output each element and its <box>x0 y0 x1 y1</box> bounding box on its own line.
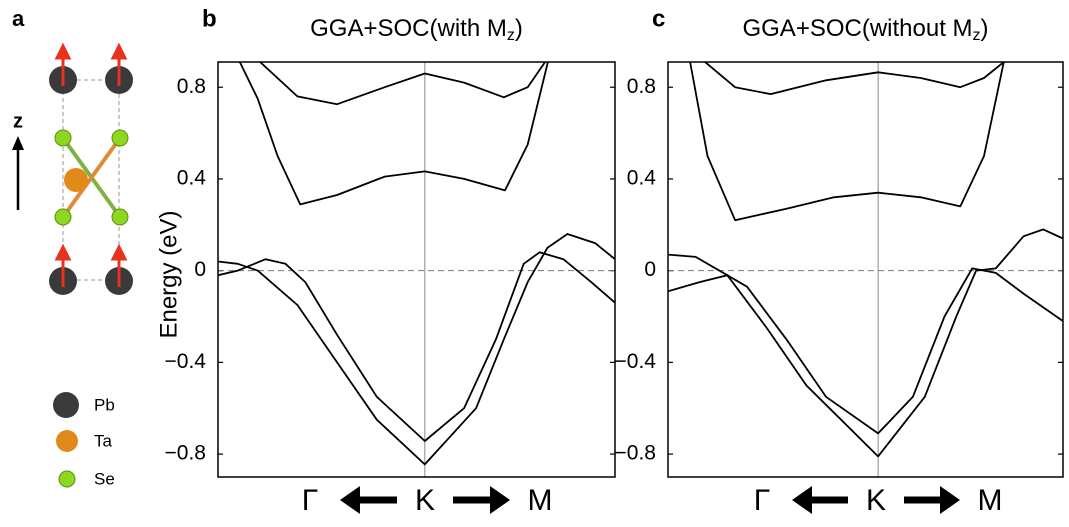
band <box>704 62 1005 95</box>
plot-frame <box>217 61 616 478</box>
cell-box <box>62 79 120 281</box>
y-axis-label: Energy (eV) <box>155 210 182 338</box>
plot-frame <box>667 61 1064 478</box>
y-tick-label: −0.4 <box>615 350 657 373</box>
panel-label: c <box>652 5 665 32</box>
x-path-label: Γ <box>754 484 771 517</box>
band <box>218 251 615 442</box>
path-arrow-head <box>340 486 360 514</box>
y-tick-label: 0.8 <box>627 75 656 98</box>
title-text: GGA+SOC(without M <box>742 15 972 42</box>
legend-label: Se <box>94 469 115 488</box>
x-path-label: Γ <box>302 484 319 517</box>
y-tick-label: −0.8 <box>615 442 656 465</box>
bond <box>61 136 122 219</box>
title-subscript: z <box>507 27 515 44</box>
band <box>259 62 546 106</box>
z-arrow-head <box>12 136 24 150</box>
se-atoms <box>54 129 129 226</box>
axis-label: z <box>13 110 23 132</box>
y-tick-label: −0.4 <box>165 350 207 373</box>
band <box>668 228 1063 458</box>
band <box>689 62 1005 222</box>
band <box>218 233 615 466</box>
y-tick-label: 0 <box>644 258 656 281</box>
chart-title: GGA+SOC(without Mz) <box>742 15 988 44</box>
band <box>668 267 1063 435</box>
ta-atom <box>64 168 88 192</box>
x-path-label: K <box>866 484 886 517</box>
path-arrow-head <box>792 486 812 514</box>
x-path-label: M <box>978 484 1003 517</box>
panel-label: b <box>202 5 217 32</box>
y-tick-label: 0 <box>194 258 206 281</box>
y-tick-label: −0.8 <box>165 442 206 465</box>
chart-title: GGA+SOC(with Mz) <box>310 15 523 44</box>
y-tick-label: 0.8 <box>177 75 206 98</box>
title-text: GGA+SOC(with M <box>310 15 507 42</box>
x-path-label: M <box>528 484 553 517</box>
legend-se <box>58 470 76 488</box>
y-tick-label: 0.4 <box>627 166 657 189</box>
band <box>238 62 549 206</box>
legend-label: Ta <box>94 431 113 450</box>
path-arrow-head <box>490 486 510 514</box>
path-arrow-head <box>940 486 960 514</box>
legend-ta <box>56 430 78 452</box>
title-end: ) <box>515 15 523 42</box>
legend-label: Pb <box>94 395 115 414</box>
spin-arrows <box>54 42 128 287</box>
y-tick-label: 0.4 <box>177 166 207 189</box>
panel-label: a <box>12 6 25 31</box>
x-path-label: K <box>415 484 435 517</box>
legend-pb <box>53 392 79 418</box>
title-end: ) <box>981 15 989 42</box>
structure: a z Pb Ta Se <box>12 6 133 488</box>
title-subscript: z <box>973 27 981 44</box>
